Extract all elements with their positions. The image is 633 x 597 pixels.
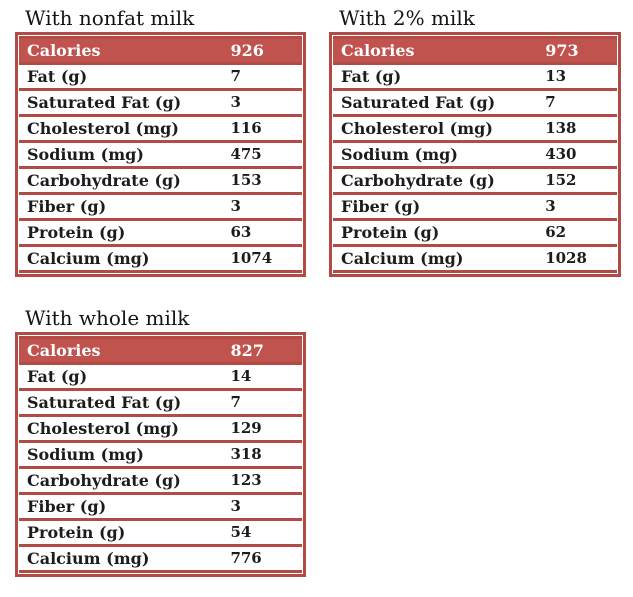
table-row: Protein (g) 63 [19,218,302,247]
whole-milk-section: With whole milk Calories 827 Fat (g) 14 … [15,306,306,577]
table-row: Fat (g) 13 [333,62,617,91]
table-row: Saturated Fat (g) 7 [333,88,617,117]
table-header-row: Calories 926 [19,36,302,65]
nonfat-milk-section: With nonfat milk Calories 926 Fat (g) 7 … [15,6,306,277]
row-value-cell: 152 [545,166,617,195]
table-row: Fiber (g) 3 [19,192,302,221]
row-label-cell: Fat (g) [333,62,546,91]
table-header-row: Calories 973 [333,36,617,65]
table-row: Calcium (mg) 776 [19,544,302,573]
table-row: Fiber (g) 3 [19,492,302,521]
row-label-cell: Fat (g) [19,62,231,91]
row-label-cell: Saturated Fat (g) [19,88,231,117]
row-value-cell: 776 [230,544,302,573]
row-label-cell: Sodium (mg) [19,440,231,469]
row-value-cell: 1028 [545,244,617,273]
row-label-cell: Sodium (mg) [333,140,546,169]
table-row: Calcium (mg) 1028 [333,244,617,273]
table-frame: Calories 926 Fat (g) 7 Saturated Fat (g)… [15,32,306,277]
row-value-cell: 7 [230,62,302,91]
row-value-cell: 430 [545,140,617,169]
row-label-cell: Protein (g) [333,218,546,247]
nutrition-table-nonfat: Calories 926 Fat (g) 7 Saturated Fat (g)… [19,36,302,273]
table-row: Cholesterol (mg) 129 [19,414,302,443]
row-label-cell: Carbohydrate (g) [333,166,546,195]
header-value-cell: 973 [545,36,617,65]
table-row: Carbohydrate (g) 153 [19,166,302,195]
table-row: Carbohydrate (g) 123 [19,466,302,495]
row-value-cell: 3 [230,88,302,117]
table-row: Protein (g) 54 [19,518,302,547]
row-label-cell: Cholesterol (mg) [333,114,546,143]
row-value-cell: 62 [545,218,617,247]
table-row: Cholesterol (mg) 138 [333,114,617,143]
row-value-cell: 7 [545,88,617,117]
table-row: Saturated Fat (g) 7 [19,388,302,417]
row-label-cell: Fat (g) [19,362,231,391]
row-label-cell: Cholesterol (mg) [19,114,231,143]
row-value-cell: 3 [230,492,302,521]
table-row: Saturated Fat (g) 3 [19,88,302,117]
table-row: Calcium (mg) 1074 [19,244,302,273]
row-label-cell: Calcium (mg) [19,544,231,573]
table-row: Fat (g) 14 [19,362,302,391]
row-value-cell: 1074 [230,244,302,273]
row-label-cell: Saturated Fat (g) [19,388,231,417]
row-value-cell: 153 [230,166,302,195]
row-label-cell: Cholesterol (mg) [19,414,231,443]
row-value-cell: 123 [230,466,302,495]
row-value-cell: 116 [230,114,302,143]
row-value-cell: 3 [545,192,617,221]
row-value-cell: 7 [230,388,302,417]
row-value-cell: 63 [230,218,302,247]
row-value-cell: 3 [230,192,302,221]
nutrition-table-2percent: Calories 973 Fat (g) 13 Saturated Fat (g… [333,36,617,273]
table-row: Sodium (mg) 430 [333,140,617,169]
row-value-cell: 318 [230,440,302,469]
header-label-cell: Calories [19,336,231,365]
row-label-cell: Fiber (g) [333,192,546,221]
row-label-cell: Carbohydrate (g) [19,466,231,495]
nutrition-table-whole: Calories 827 Fat (g) 14 Saturated Fat (g… [19,336,302,573]
table-title: With whole milk [25,306,190,330]
row-value-cell: 54 [230,518,302,547]
row-value-cell: 14 [230,362,302,391]
row-label-cell: Calcium (mg) [19,244,231,273]
row-value-cell: 129 [230,414,302,443]
table-row: Sodium (mg) 318 [19,440,302,469]
row-label-cell: Sodium (mg) [19,140,231,169]
header-value-cell: 926 [230,36,302,65]
row-value-cell: 138 [545,114,617,143]
row-label-cell: Saturated Fat (g) [333,88,546,117]
table-row: Sodium (mg) 475 [19,140,302,169]
row-label-cell: Protein (g) [19,218,231,247]
row-label-cell: Calcium (mg) [333,244,546,273]
table-row: Fat (g) 7 [19,62,302,91]
table-row: Protein (g) 62 [333,218,617,247]
row-value-cell: 13 [545,62,617,91]
table-frame: Calories 827 Fat (g) 14 Saturated Fat (g… [15,332,306,577]
row-value-cell: 475 [230,140,302,169]
header-value-cell: 827 [230,336,302,365]
table-row: Fiber (g) 3 [333,192,617,221]
table-title: With nonfat milk [25,6,195,30]
row-label-cell: Protein (g) [19,518,231,547]
table-header-row: Calories 827 [19,336,302,365]
header-label-cell: Calories [19,36,231,65]
table-row: Cholesterol (mg) 116 [19,114,302,143]
table-title: With 2% milk [339,6,475,30]
table-row: Carbohydrate (g) 152 [333,166,617,195]
header-label-cell: Calories [333,36,546,65]
row-label-cell: Fiber (g) [19,192,231,221]
two-percent-milk-section: With 2% milk Calories 973 Fat (g) 13 Sat… [329,6,621,277]
table-frame: Calories 973 Fat (g) 13 Saturated Fat (g… [329,32,621,277]
row-label-cell: Carbohydrate (g) [19,166,231,195]
row-label-cell: Fiber (g) [19,492,231,521]
